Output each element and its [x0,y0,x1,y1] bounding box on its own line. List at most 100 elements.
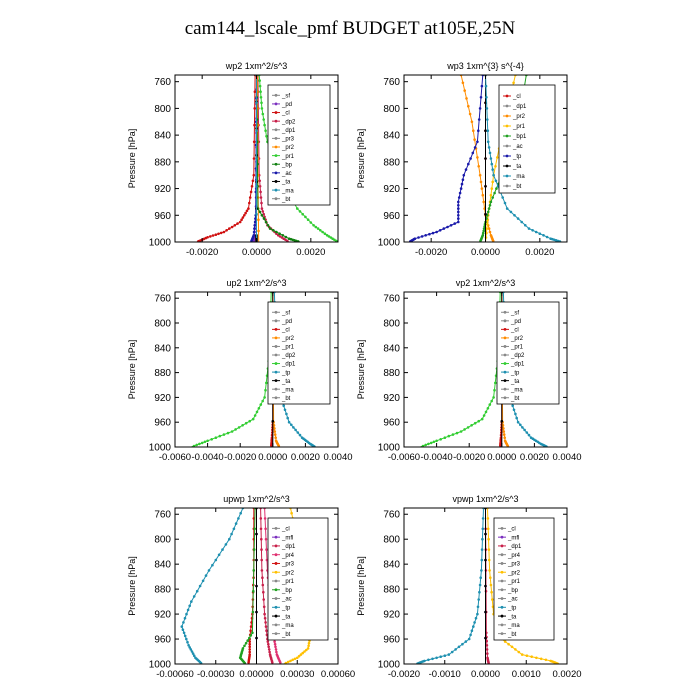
data-point [244,641,248,645]
legend-box [267,301,331,405]
data-point [199,661,203,664]
legend-label: _dp2 [281,353,296,359]
data-point [248,196,252,199]
data-point [429,441,433,445]
data-point [514,412,517,416]
data-point [266,640,270,643]
legend-marker [274,553,278,557]
data-point [263,123,266,127]
data-point [298,210,302,213]
data-point [264,388,267,392]
y-tick-label: 1000 [149,660,172,671]
data-point [477,129,480,132]
legend-marker [500,544,504,548]
y-tick-label: 800 [383,319,400,330]
panel-title: wp3 1xm^{3} s^{-4} [446,61,524,71]
data-point [479,576,483,579]
data-point [247,207,250,210]
legend-marker [505,124,509,128]
data-point [511,404,514,408]
y-tick-label: 800 [154,104,171,115]
data-point [273,640,276,643]
data-point [261,210,265,213]
data-point [262,217,266,220]
legend-marker [274,579,278,583]
data-point [484,410,488,414]
data-point [261,583,265,587]
data-point [509,210,513,214]
legend-marker [274,93,278,97]
legend-label: _ma [281,188,294,194]
data-point [534,230,538,234]
data-point [222,230,226,234]
y-axis-label: Pressure [hPa] [127,556,137,616]
data-point [252,140,256,144]
data-point [477,598,481,601]
data-point [506,444,510,447]
data-point [486,222,489,226]
panel-title: vpwp 1xm^2/s^3 [453,494,519,504]
legend-label: _pd [510,319,521,325]
data-point [272,229,275,232]
x-tick-label: -0.0040 [191,452,223,463]
data-point [260,107,264,110]
data-point [492,173,495,177]
data-point [327,235,331,238]
data-point [513,214,516,217]
legend-label: _ma [281,387,294,393]
legend-label: _pr3 [281,137,295,143]
legend-label: _tp [507,606,517,612]
data-point [217,232,220,236]
data-point [490,162,494,166]
series-line-tp [416,508,484,664]
y-tick-label: 840 [154,343,171,354]
data-point [542,234,545,237]
legend-label: _ac [507,597,518,603]
data-point [486,517,490,520]
data-point [478,590,481,594]
data-point [461,642,464,646]
data-point [490,590,493,594]
legend-marker [274,119,278,123]
data-point [319,229,322,232]
legend-label: _cl [281,328,290,334]
data-point [259,196,263,199]
data-point [253,220,257,224]
data-point [252,230,256,234]
data-point [473,146,477,149]
data-point [465,97,468,100]
data-point [457,204,460,207]
legend-box [498,84,556,194]
data-point [312,224,315,227]
data-point [435,656,438,660]
data-point [487,661,490,664]
y-axis-label: Pressure [hPa] [356,556,366,616]
legend-marker [505,94,509,98]
data-point [486,527,490,531]
legend-label: _dp1 [507,544,522,550]
y-tick-label: 800 [154,319,171,330]
legend-label: _ta [512,164,522,170]
data-point [267,645,271,649]
legend-label: _pr2 [281,336,295,342]
data-point [431,657,434,661]
x-tick-label: 0.0020 [296,247,325,258]
legend-marker [505,144,509,148]
data-point [476,612,479,616]
legend-label: _bt [512,184,522,190]
data-point [250,185,254,188]
data-point [243,644,246,648]
legend-marker [505,174,509,178]
data-point [485,639,489,643]
data-point [273,433,277,436]
legend-marker [503,387,507,391]
data-point [285,412,288,416]
y-tick-label: 920 [154,184,171,195]
data-point [290,423,293,427]
data-point [424,234,428,237]
legend-label: _dp1 [510,362,525,368]
data-point [264,220,268,224]
y-tick-label: 880 [154,157,171,168]
data-point [490,399,494,403]
